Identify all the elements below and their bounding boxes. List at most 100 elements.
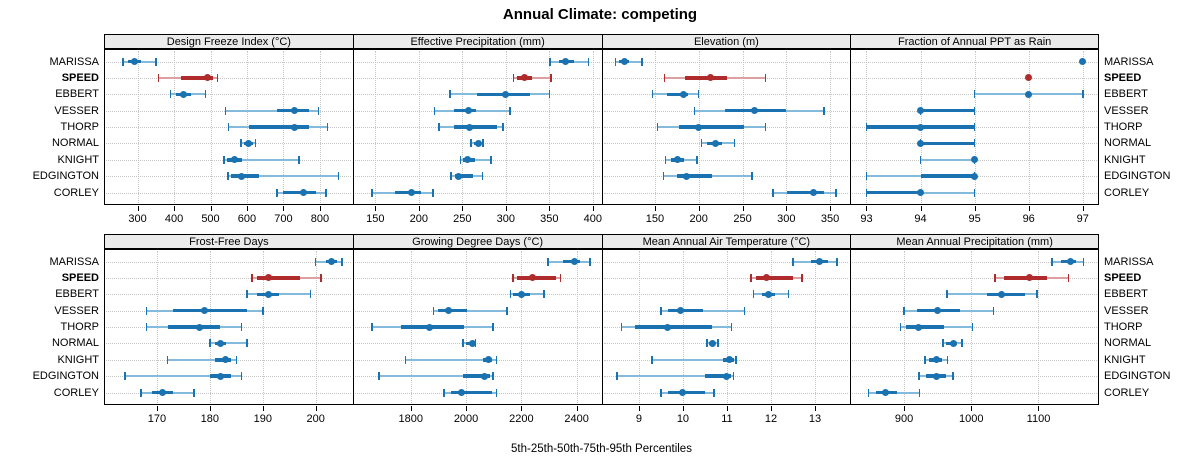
whisker-cap-5th — [240, 139, 242, 148]
median-dot — [917, 189, 925, 196]
axis-tick — [418, 206, 420, 211]
median-dot — [290, 123, 298, 131]
whisker-cap-5th — [662, 172, 665, 181]
axis-tick — [319, 206, 321, 211]
whisker-cap-5th — [157, 73, 160, 82]
median-dot — [1025, 74, 1033, 82]
whisker-cap-5th — [378, 372, 380, 381]
whisker-cap-5th — [223, 155, 225, 164]
station-label-left: KNIGHT — [57, 353, 99, 366]
whisker-cap-95th — [697, 90, 700, 99]
axis-tick-label: 96 — [1022, 213, 1035, 225]
box-line-25th-75th — [667, 308, 703, 313]
whisker-line-5th-95th — [433, 309, 507, 312]
box-line-25th-75th — [667, 92, 689, 96]
station-label-right: VESSER — [1104, 304, 1149, 317]
whisker-line-5th-95th — [225, 109, 319, 112]
whisker-cap-95th — [337, 172, 340, 181]
whisker-line-5th-95th — [125, 375, 242, 378]
whisker-cap-95th — [543, 290, 545, 299]
whisker-cap-95th — [764, 73, 767, 82]
axis-tick-label: 300 — [128, 213, 147, 225]
median-dot — [917, 107, 925, 115]
whisker-cap-5th — [209, 339, 211, 348]
grid-line-horizontal — [354, 261, 600, 263]
whisker-cap-95th — [240, 372, 243, 381]
axis-tick — [137, 206, 139, 211]
median-dot — [765, 290, 773, 298]
axis-tick — [246, 206, 248, 211]
whisker-cap-5th — [276, 188, 278, 197]
whisker-cap-5th — [124, 372, 126, 381]
axis-tick-label: 150 — [645, 213, 665, 225]
median-dot — [971, 172, 979, 180]
axis-tick-label: 350 — [820, 213, 840, 225]
grid-line-horizontal — [354, 77, 600, 79]
whisker-cap-95th — [341, 257, 343, 266]
median-dot — [484, 356, 492, 364]
median-dot — [180, 90, 188, 98]
whisker-cap-5th — [752, 290, 755, 299]
station-label-right: EDGINGTON — [1104, 370, 1171, 383]
whisker-cap-5th — [438, 123, 440, 131]
whisker-cap-95th — [317, 106, 320, 115]
whisker-cap-95th — [973, 106, 976, 115]
whisker-cap-5th — [1051, 257, 1053, 266]
whisker-cap-95th — [216, 73, 219, 82]
axis-tick-label: 180 — [200, 413, 220, 425]
axis-tick — [375, 206, 377, 211]
axis-tick — [742, 206, 744, 211]
whisker-line-5th-95th — [513, 76, 552, 79]
grid-line-horizontal — [603, 261, 849, 263]
whisker-cap-95th — [506, 306, 508, 315]
whisker-cap-5th — [942, 339, 944, 348]
median-dot — [971, 156, 979, 164]
axis-tick — [210, 206, 212, 211]
median-dot — [680, 90, 688, 98]
whisker-cap-5th — [549, 57, 551, 66]
whisker-cap-5th — [614, 57, 617, 66]
station-label-left: SPEED — [61, 271, 99, 284]
axis-tick-label: 300 — [496, 213, 515, 225]
grid-line-horizontal — [106, 392, 351, 394]
axis-tick-label: 800 — [310, 213, 330, 225]
median-dot — [706, 74, 714, 82]
median-dot — [763, 274, 771, 282]
whisker-cap-5th — [918, 372, 920, 381]
grid-line-horizontal — [852, 392, 1097, 394]
median-dot — [328, 258, 336, 265]
station-label-left: CORLEY — [53, 386, 99, 399]
panel-header: Fraction of Annual PPT as Rain — [850, 34, 1099, 49]
grid-line-horizontal — [852, 277, 1097, 279]
station-label-right: NORMAL — [1104, 137, 1152, 150]
box-line-25th-75th — [438, 308, 467, 313]
median-dot — [245, 139, 253, 147]
whisker-cap-95th — [309, 290, 312, 299]
box-line-25th-75th — [181, 76, 214, 80]
whisker-cap-5th — [664, 155, 667, 164]
station-label-right: CORLEY — [1104, 386, 1150, 399]
station-label-left: THORP — [60, 121, 100, 133]
whisker-line-5th-95th — [866, 175, 975, 178]
axis-tick — [771, 406, 772, 411]
axis-tick — [174, 206, 176, 211]
station-label-left: EBBERT — [55, 288, 99, 301]
axis-tick-label: 1000 — [959, 413, 984, 425]
median-dot — [934, 307, 942, 315]
whisker-cap-5th — [166, 355, 169, 364]
box-line-25th-75th — [920, 108, 975, 113]
axis-tick — [974, 206, 976, 211]
axis-tick-label: 2200 — [509, 413, 534, 425]
grid-line-horizontal — [106, 294, 351, 296]
axis-tick — [920, 206, 922, 211]
whisker-cap-5th — [616, 372, 618, 381]
axis-tick-label: 400 — [583, 213, 602, 225]
box-line-25th-75th — [755, 276, 793, 280]
whisker-cap-95th — [474, 339, 477, 348]
whisker-cap-5th — [547, 257, 549, 266]
station-label-right: MARISSA — [1104, 55, 1154, 68]
median-dot — [520, 74, 528, 82]
whisker-cap-95th — [751, 172, 753, 181]
axis-tick — [638, 406, 640, 411]
grid-line-horizontal — [106, 77, 351, 79]
